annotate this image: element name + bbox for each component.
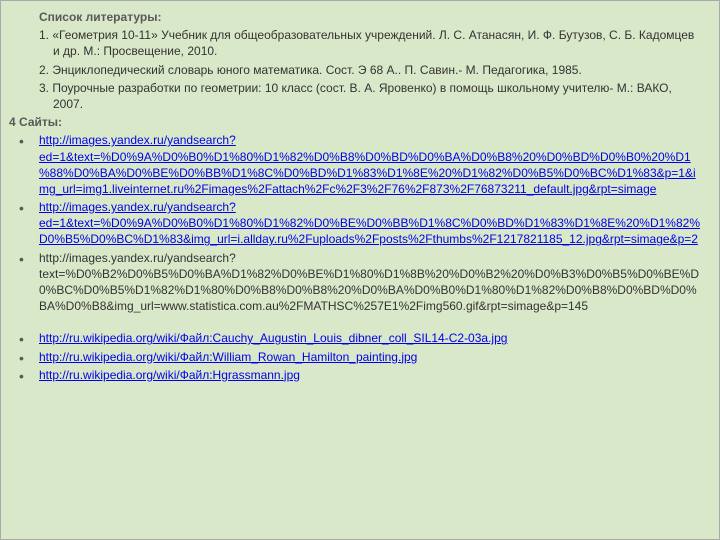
wiki-hyperlink-3[interactable]: http://ru.wikipedia.org/wiki/Файл:Hgrass… — [39, 368, 300, 382]
wiki-hyperlink-1[interactable]: http://ru.wikipedia.org/wiki/Файл:Cauchy… — [39, 331, 507, 345]
spacer — [39, 316, 701, 330]
hyperlink-2[interactable]: http://images.yandex.ru/yandsearch?ed=1&… — [39, 200, 700, 246]
bibliography-heading: Список литературы: — [39, 9, 701, 25]
wiki-links-list: http://ru.wikipedia.org/wiki/Файл:Cauchy… — [39, 330, 701, 383]
links-list: http://images.yandex.ru/yandsearch?ed=1&… — [39, 132, 701, 314]
wiki-link-item-3: http://ru.wikipedia.org/wiki/Файл:Hgrass… — [39, 367, 701, 383]
bibliography-item-3: 3. Поурочные разработки по геометрии: 10… — [15, 80, 701, 112]
wiki-hyperlink-2[interactable]: http://ru.wikipedia.org/wiki/Файл:Willia… — [39, 350, 417, 364]
link-item-1: http://images.yandex.ru/yandsearch?ed=1&… — [39, 132, 701, 197]
link-item-3: http://images.yandex.ru/yandsearch?text=… — [39, 250, 701, 315]
plain-url-3: http://images.yandex.ru/yandsearch?text=… — [39, 251, 699, 314]
bibliography-item-1: 1. «Геометрия 10-11» Учебник для общеобр… — [15, 27, 701, 59]
slide-content: Список литературы: 1. «Геометрия 10-11» … — [1, 1, 719, 393]
hyperlink-1[interactable]: http://images.yandex.ru/yandsearch?ed=1&… — [39, 133, 696, 196]
sites-heading: 4 Сайты: — [9, 114, 701, 130]
bibliography-item-2: 2. Энциклопедический словарь юного матем… — [15, 62, 701, 78]
wiki-link-item-1: http://ru.wikipedia.org/wiki/Файл:Cauchy… — [39, 330, 701, 346]
link-item-2: http://images.yandex.ru/yandsearch?ed=1&… — [39, 199, 701, 248]
wiki-link-item-2: http://ru.wikipedia.org/wiki/Файл:Willia… — [39, 349, 701, 365]
